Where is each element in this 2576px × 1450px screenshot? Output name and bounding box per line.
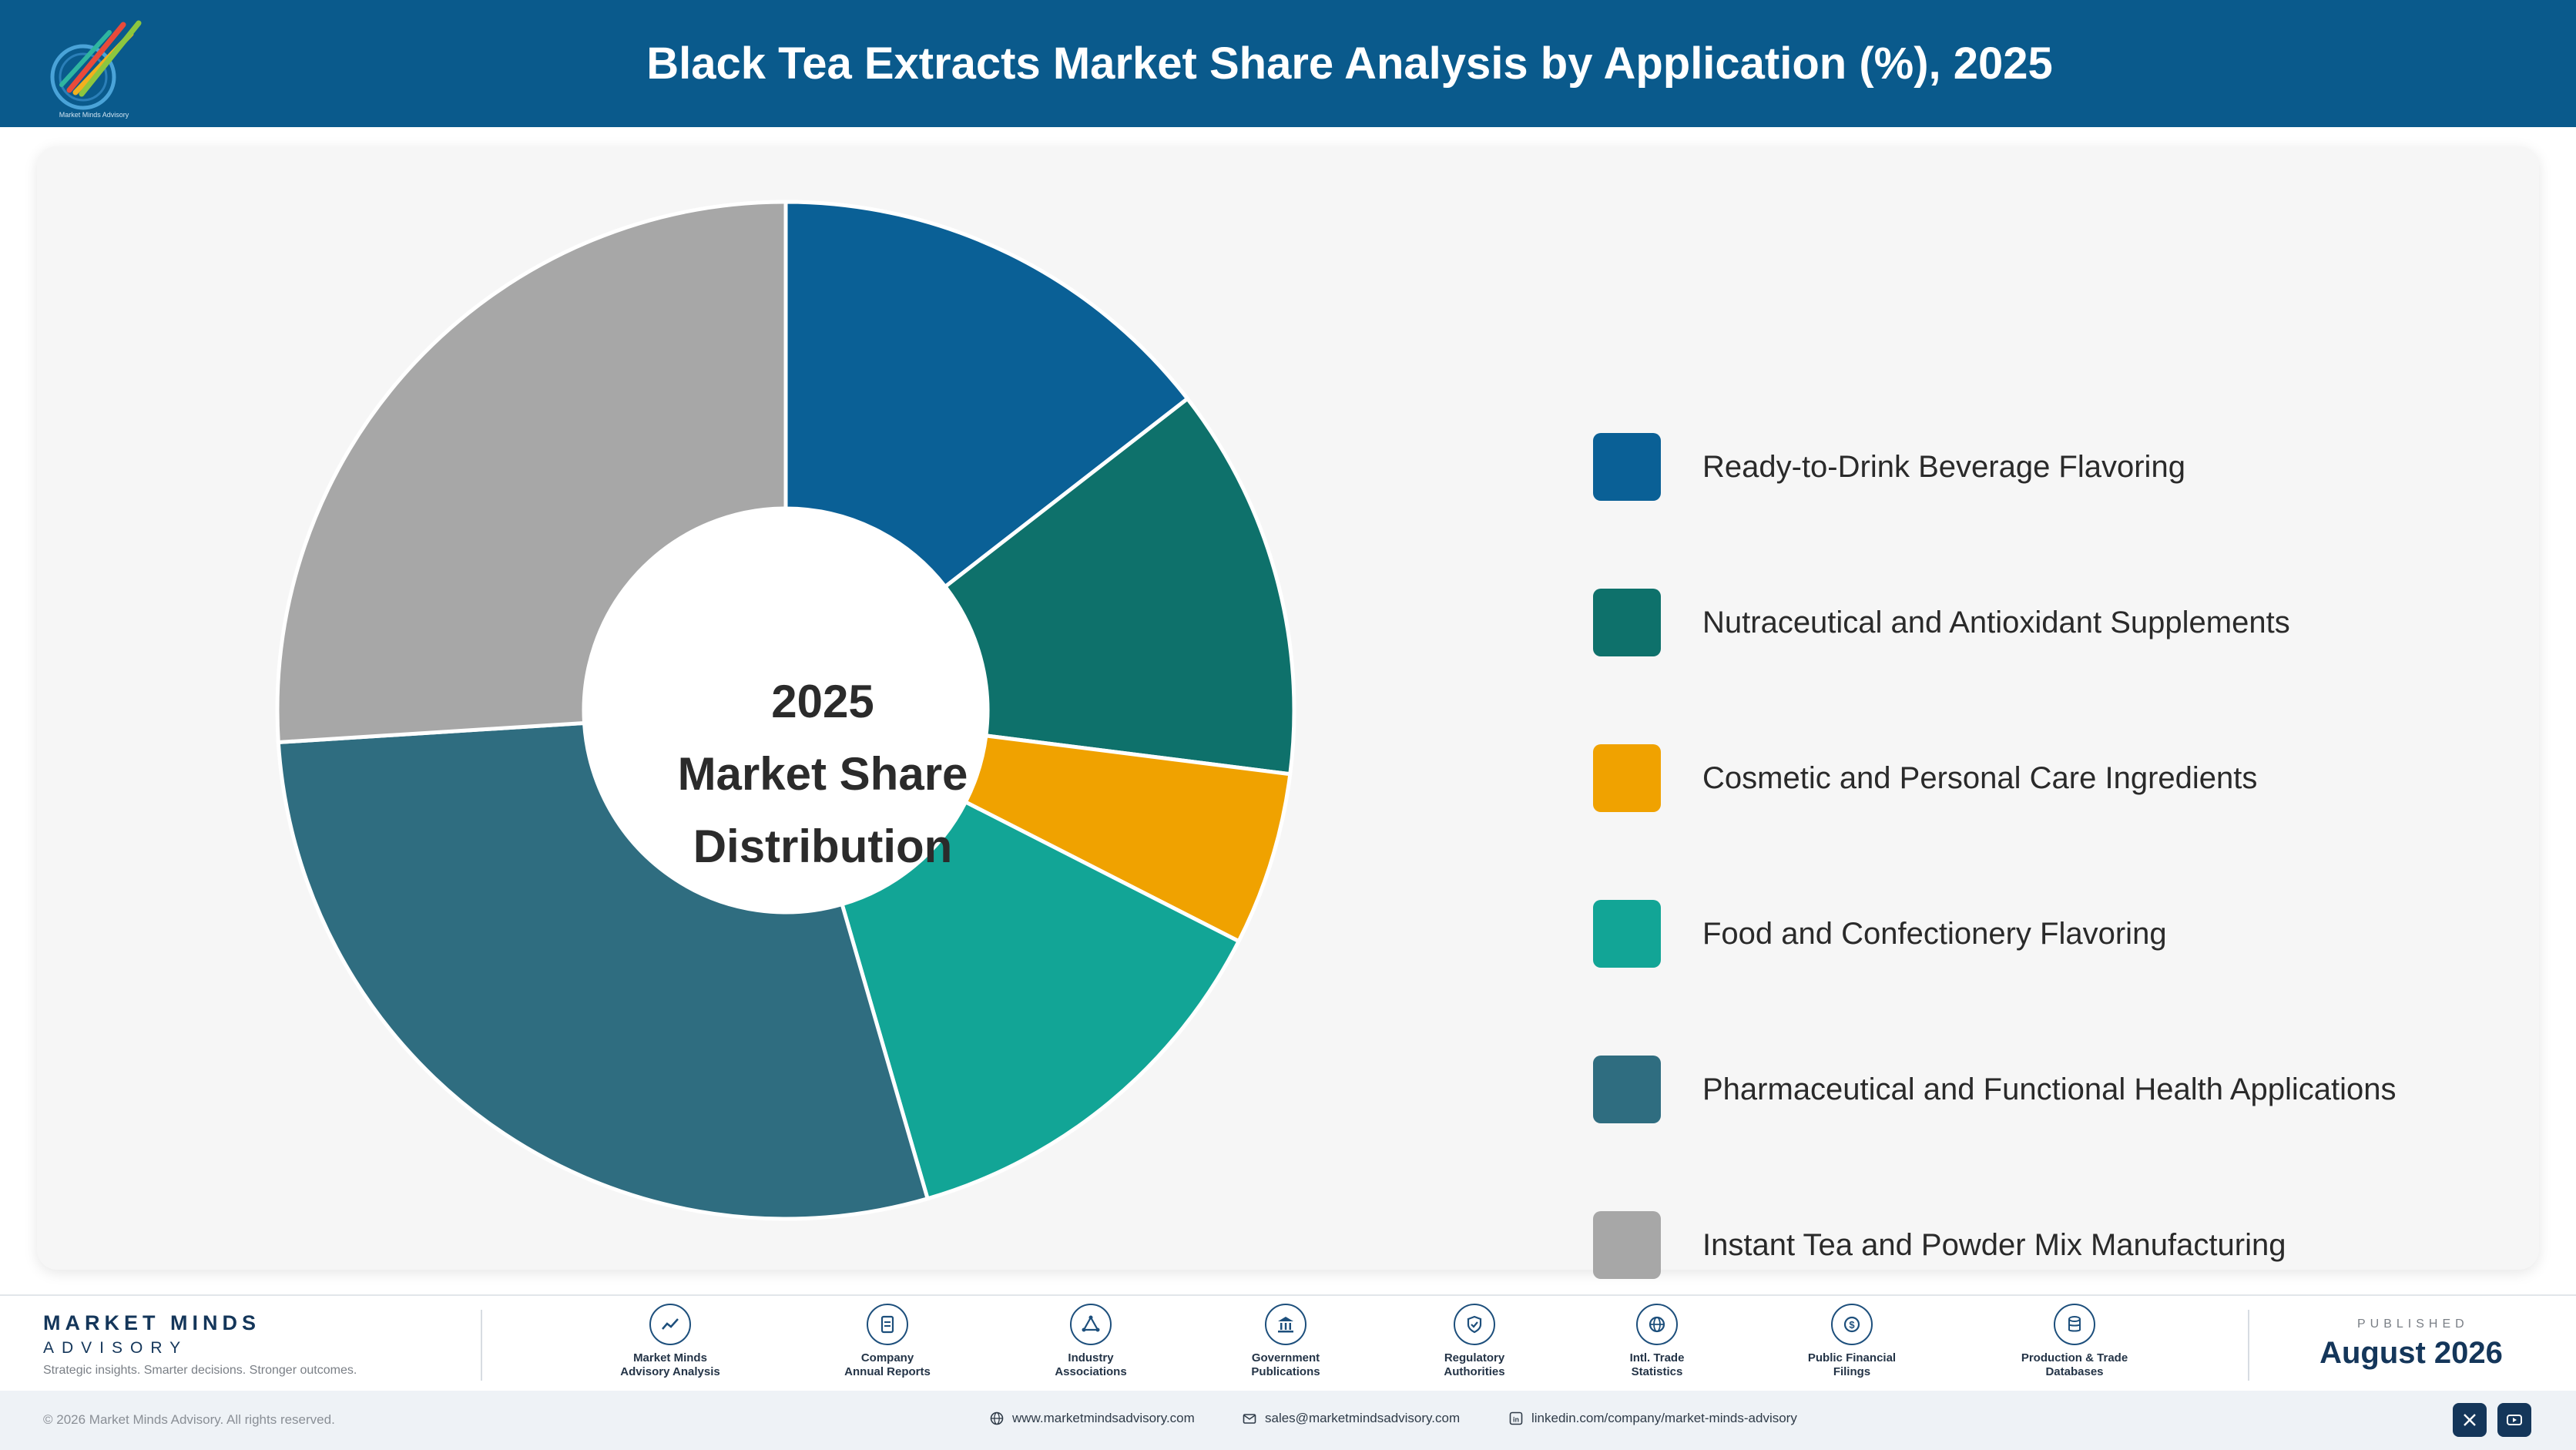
youtube-social-button[interactable] [2497, 1403, 2531, 1437]
source-company-annual-reports[interactable]: Company Annual Reports [803, 1304, 972, 1388]
source-label-line2: Advisory Analysis [620, 1365, 720, 1378]
mail-icon [1243, 1414, 1256, 1424]
source-label-line1: Regulatory [1444, 1351, 1505, 1364]
legend-item: Pharmaceutical and Functional Health App… [1593, 1056, 2517, 1123]
legend-item: Ready-to-Drink Beverage Flavoring [1593, 433, 2517, 501]
trend-icon [649, 1304, 691, 1345]
brand-tagline: Strategic insights. Smarter decisions. S… [43, 1364, 357, 1377]
header-bar: Market Minds Advisory Black Tea Extracts… [0, 0, 2576, 127]
legend-label: Instant Tea and Powder Mix Manufacturing [1702, 1227, 2286, 1262]
legend-label: Food and Confectionery Flavoring [1702, 916, 2167, 951]
legend-label: Nutraceutical and Antioxidant Supplement… [1702, 605, 2290, 639]
legend-swatch [1593, 589, 1661, 656]
globe-icon [990, 1411, 1004, 1425]
published-label: PUBLISHED [2357, 1317, 2469, 1331]
source-market-minds-analysis[interactable]: Market Minds Advisory Analysis [585, 1304, 755, 1388]
website-link[interactable]: www.marketmindsadvisory.com [989, 1411, 1195, 1426]
email-text: sales@marketmindsadvisory.com [1265, 1411, 1461, 1425]
x-logo-icon [2464, 1414, 2476, 1426]
database-icon [2054, 1304, 2095, 1345]
copyright-text: © 2026 Market Minds Advisory. All rights… [43, 1412, 335, 1427]
source-label-line2: Publications [1251, 1365, 1320, 1378]
center-label-line2: Market Share [677, 748, 968, 800]
footer-contact-bar: © 2026 Market Minds Advisory. All rights… [0, 1391, 2576, 1450]
center-label-line3: Distribution [693, 821, 953, 872]
linkedin-icon: in [1509, 1411, 1523, 1425]
svg-text:$: $ [1849, 1319, 1855, 1331]
legend-swatch [1593, 900, 1661, 968]
legend-swatch [1593, 1056, 1661, 1123]
chart-center-label: 2025 Market Share Distribution [622, 655, 1023, 894]
email-link[interactable]: sales@marketmindsadvisory.com [1242, 1411, 1460, 1426]
source-label-line1: Government [1251, 1351, 1320, 1364]
linkedin-text: linkedin.com/company/market-minds-adviso… [1531, 1411, 1797, 1425]
youtube-icon [2507, 1415, 2522, 1425]
page-title: Black Tea Extracts Market Share Analysis… [646, 39, 2053, 89]
linkedin-link[interactable]: in linkedin.com/company/market-minds-adv… [1508, 1411, 1797, 1426]
legend-swatch [1593, 433, 1661, 501]
shield-check-icon [1454, 1304, 1495, 1345]
donut-chart [275, 200, 1296, 1221]
source-label-line1: Industry [1068, 1351, 1114, 1364]
legend-swatch [1593, 1211, 1661, 1279]
donut-hole [584, 509, 988, 912]
source-label-line2: Authorities [1444, 1365, 1505, 1378]
legend-item: Cosmetic and Personal Care Ingredients [1593, 744, 2517, 812]
company-logo[interactable]: Market Minds Advisory [39, 9, 150, 121]
footer-sources-bar: MARKET MINDS ADVISORY Strategic insights… [0, 1294, 2576, 1391]
chart-card: 2025 Market Share Distribution Ready-to-… [37, 146, 2539, 1279]
source-label-line1: Intl. Trade [1629, 1351, 1685, 1364]
source-label-line1: Market Minds [633, 1351, 707, 1364]
source-industry-associations[interactable]: Industry Associations [1006, 1304, 1176, 1388]
dollar-coin-icon: $ [1831, 1304, 1873, 1345]
svg-text:in: in [1513, 1416, 1519, 1424]
network-icon [1070, 1304, 1112, 1345]
footer-divider [2248, 1310, 2249, 1381]
x-social-button[interactable] [2453, 1403, 2487, 1437]
logo-text: Market Minds Advisory [59, 111, 129, 119]
legend-label: Cosmetic and Personal Care Ingredients [1702, 760, 2258, 795]
legend-item: Instant Tea and Powder Mix Manufacturing [1593, 1211, 2517, 1279]
footer-divider [481, 1310, 482, 1381]
brand-subtitle: ADVISORY [43, 1339, 189, 1357]
source-label-line2: Annual Reports [844, 1365, 931, 1378]
source-label-line1: Public Financial [1807, 1351, 1897, 1364]
government-building-icon [1265, 1304, 1306, 1345]
legend-swatch [1593, 744, 1661, 812]
source-government-publications[interactable]: Government Publications [1201, 1304, 1370, 1388]
source-label-line1: Company [860, 1351, 914, 1364]
legend-item: Nutraceutical and Antioxidant Supplement… [1593, 589, 2517, 656]
brand-name: MARKET MINDS [43, 1311, 260, 1334]
website-text: www.marketmindsadvisory.com [1012, 1411, 1195, 1425]
source-production-trade-databases[interactable]: Production & Trade Databases [1990, 1304, 2159, 1388]
source-label-line2: Filings [1833, 1365, 1871, 1378]
source-label-line2: Associations [1055, 1365, 1127, 1378]
source-public-financial-filings[interactable]: $ Public Financial Filings [1767, 1304, 1937, 1388]
legend-item: Food and Confectionery Flavoring [1593, 900, 2517, 968]
published-date: August 2026 [2319, 1336, 2503, 1370]
document-icon [867, 1304, 908, 1345]
legend-label: Ready-to-Drink Beverage Flavoring [1702, 449, 2185, 484]
globe-icon [1636, 1304, 1678, 1345]
source-label-line2: Databases [2045, 1365, 2104, 1378]
center-label-year: 2025 [771, 676, 874, 727]
source-regulatory-authorities[interactable]: Regulatory Authorities [1390, 1304, 1559, 1388]
source-label-line2: Statistics [1631, 1365, 1683, 1378]
legend-label: Pharmaceutical and Functional Health App… [1702, 1072, 2397, 1106]
source-intl-trade-statistics[interactable]: Intl. Trade Statistics [1572, 1304, 1742, 1388]
source-label-line1: Production & Trade [2021, 1351, 2128, 1364]
